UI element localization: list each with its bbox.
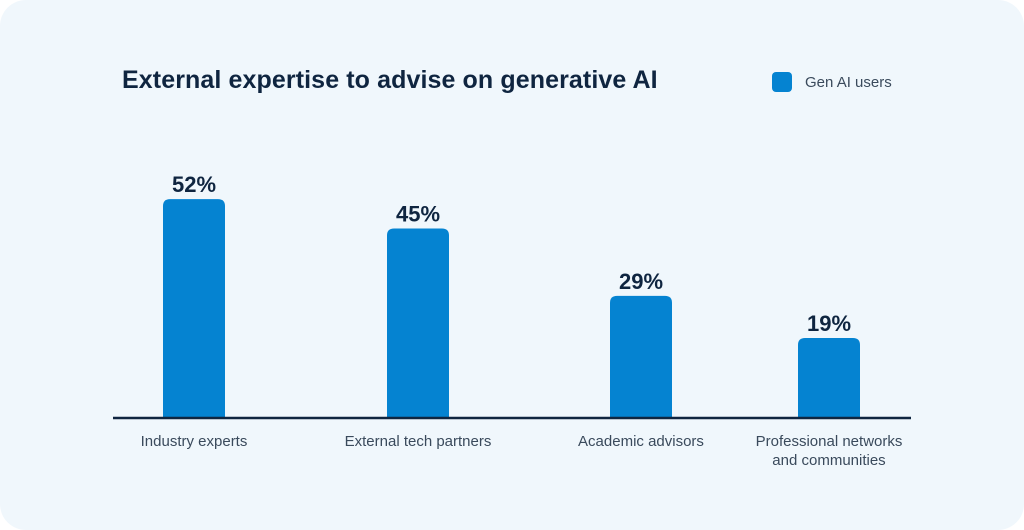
bar-value-label-1: 45%: [396, 202, 440, 227]
category-label-3: Professional networks and communities: [756, 433, 903, 469]
legend-swatch: [772, 72, 792, 92]
bar-3: [798, 338, 860, 418]
chart-title: External expertise to advise on generati…: [122, 66, 658, 94]
bar-value-label-3: 19%: [807, 311, 851, 336]
legend: Gen AI users: [772, 72, 892, 92]
category-label-1: External tech partners: [345, 433, 492, 450]
bar-1: [387, 228, 449, 418]
bar-0: [163, 199, 225, 418]
bar-value-label-2: 29%: [619, 269, 663, 294]
category-label-2: Academic advisors: [578, 433, 704, 450]
legend-label: Gen AI users: [805, 73, 892, 91]
category-label-0: Industry experts: [141, 433, 248, 450]
bar-value-label-0: 52%: [172, 172, 216, 197]
bar-2: [610, 295, 672, 418]
